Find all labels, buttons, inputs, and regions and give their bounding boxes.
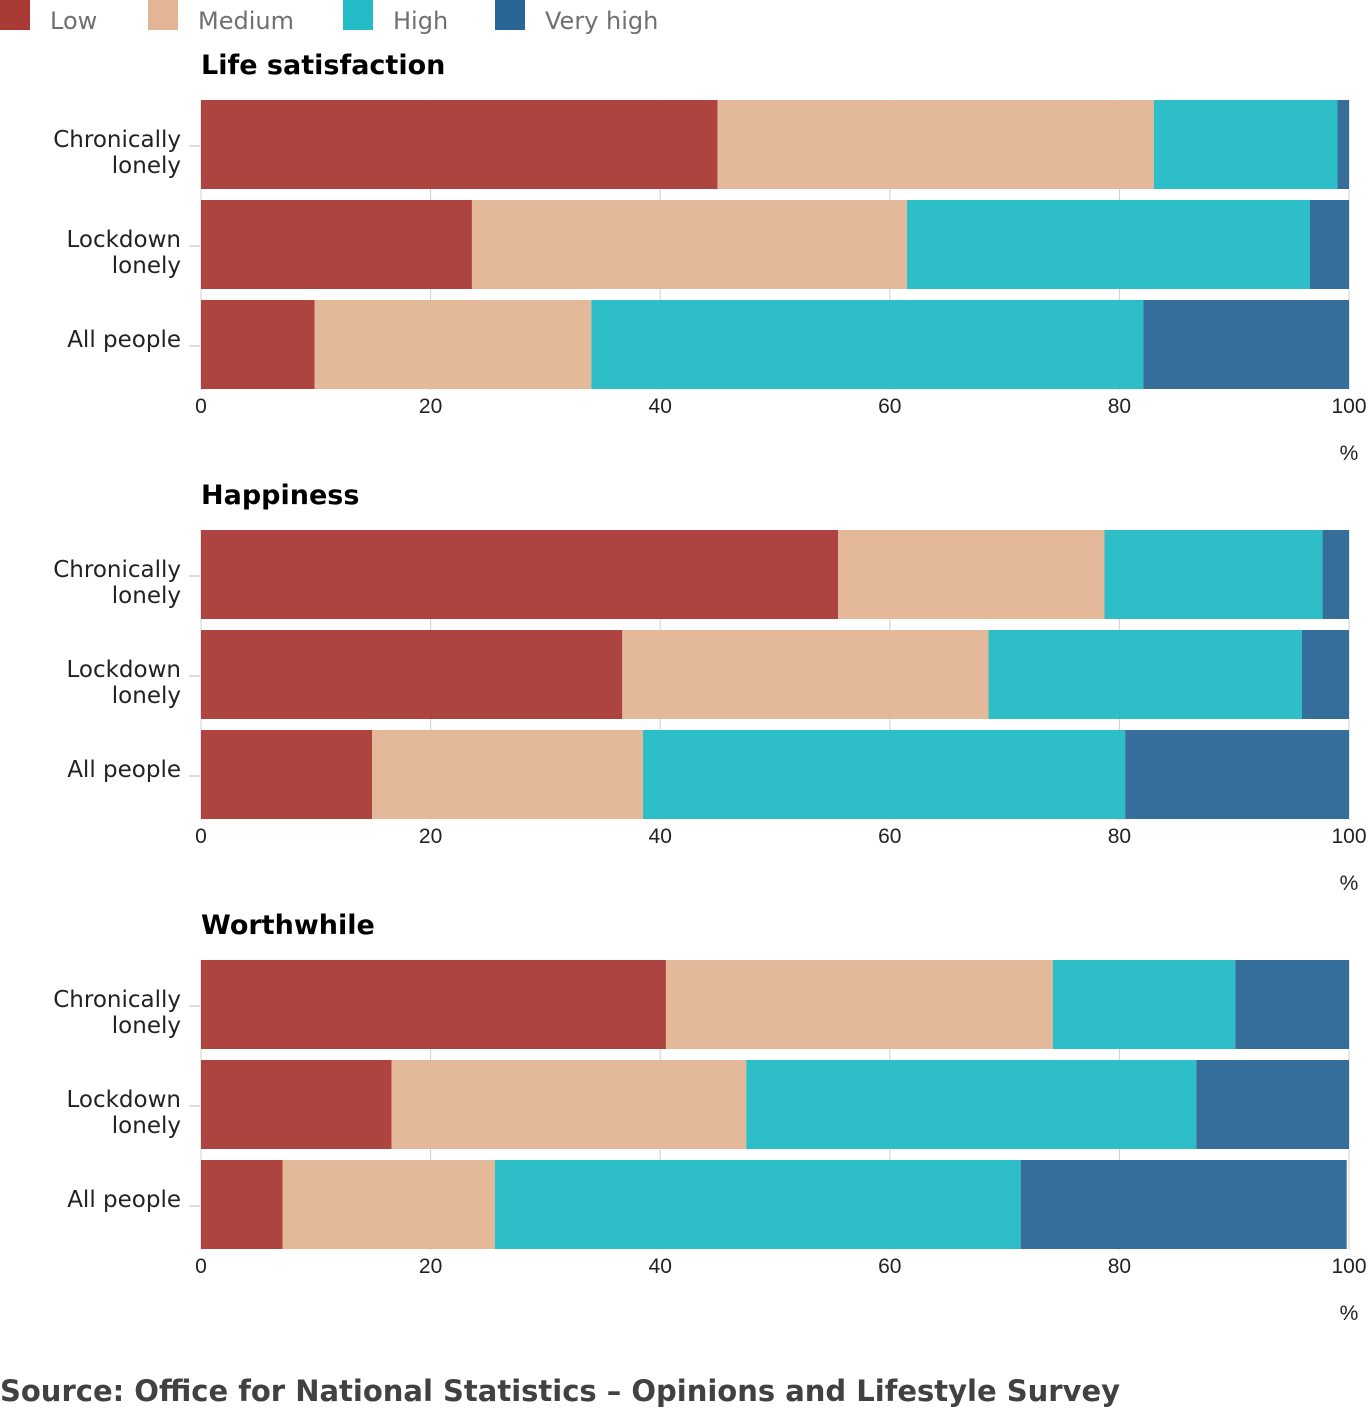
bar-segment-very-high xyxy=(1322,530,1349,619)
bar-segment-high xyxy=(746,1060,1197,1149)
bar-row-chronically-lonely: Chronically lonely xyxy=(53,960,1349,1049)
bar-segment-low xyxy=(201,1060,392,1149)
bar-segment-medium xyxy=(314,300,592,389)
legend-label-high: High xyxy=(393,7,449,35)
bar-segment-very-high xyxy=(1125,730,1349,819)
legend-swatch-low xyxy=(0,0,30,30)
legend-swatch-medium xyxy=(148,0,178,30)
legend-label-low: Low xyxy=(50,7,98,35)
bar-segment-medium xyxy=(665,960,1053,1049)
bar-segment-low xyxy=(201,300,315,389)
bar-segment-very-high xyxy=(1020,1160,1347,1249)
x-unit-label: % xyxy=(1340,1302,1359,1325)
y-category-label: Lockdown lonely xyxy=(66,657,181,709)
bar-segment-low xyxy=(201,200,472,289)
y-category-label: Lockdown lonely xyxy=(66,227,181,279)
legend: Low Medium High Very high xyxy=(0,0,1369,42)
x-tick-label: 100 xyxy=(1331,395,1366,418)
source-note: Source: Office for National Statistics –… xyxy=(0,1374,1121,1408)
bar-segment-high xyxy=(642,730,1126,819)
x-tick-label: 100 xyxy=(1331,1255,1366,1278)
bar-row-lockdown-lonely: Lockdown lonely xyxy=(66,1060,1349,1149)
x-tick-label: 0 xyxy=(195,825,207,848)
x-tick-label: 0 xyxy=(195,1255,207,1278)
x-tick-label: 60 xyxy=(878,825,901,848)
bar-segment-medium xyxy=(471,200,908,289)
legend-label-very-high: Very high xyxy=(545,7,659,35)
chart-worthwhile: Worthwhile 0 20 40 60 80 100% Chronically lonely… xyxy=(53,910,1366,1325)
bar-segment-very-high xyxy=(1235,960,1349,1049)
legend-label-medium: Medium xyxy=(198,7,294,35)
y-category-label: Chronically lonely xyxy=(53,127,181,179)
y-category-label: Chronically lonely xyxy=(53,987,181,1039)
bar-row-all-people: All people xyxy=(67,300,1349,389)
x-tick-label: 60 xyxy=(878,395,901,418)
x-tick-label: 40 xyxy=(649,1255,672,1278)
bar-segment-high xyxy=(591,300,1144,389)
bar-segment-very-high xyxy=(1301,630,1349,719)
bar-segment-medium xyxy=(838,530,1105,619)
y-category-label: All people xyxy=(67,757,181,783)
bar-segment-high xyxy=(1104,530,1323,619)
bar-row-lockdown-lonely: Lockdown lonely xyxy=(66,630,1349,719)
chart-title: Worthwhile xyxy=(201,910,375,941)
bar-row-all-people: All people xyxy=(67,730,1349,819)
y-category-label: Chronically lonely xyxy=(53,557,181,609)
x-tick-label: 100 xyxy=(1331,825,1366,848)
bar-segment-high xyxy=(1153,100,1338,189)
bar-segment-medium xyxy=(391,1060,747,1149)
bar-row-chronically-lonely: Chronically lonely xyxy=(53,530,1349,619)
bar-segment-low xyxy=(201,730,373,819)
bar-segment-very-high xyxy=(1196,1060,1349,1149)
x-tick-label: 20 xyxy=(419,1255,442,1278)
bar-segment-very-high xyxy=(1143,300,1349,389)
chart-title: Happiness xyxy=(201,480,359,511)
bar-segment-high xyxy=(1052,960,1236,1049)
legend-swatch-high xyxy=(343,0,373,30)
x-tick-label: 60 xyxy=(878,1255,901,1278)
x-tick-label: 20 xyxy=(419,825,442,848)
bar-segment-medium xyxy=(372,730,643,819)
bar-segment-medium xyxy=(717,100,1154,189)
bar-segment-low xyxy=(201,100,718,189)
bar-segment-medium xyxy=(622,630,989,719)
bar-row-chronically-lonely: Chronically lonely xyxy=(53,100,1349,189)
bar-segment-low xyxy=(201,1160,283,1249)
legend-swatch-very-high xyxy=(495,0,525,30)
y-category-label: All people xyxy=(67,1187,181,1213)
bar-segment-low xyxy=(201,960,666,1049)
x-tick-label: 0 xyxy=(195,395,207,418)
bar-segment-low xyxy=(201,530,839,619)
chart-happiness: Happiness 0 20 40 60 80 100% Chronically lonely L… xyxy=(53,480,1366,895)
bar-segment-high xyxy=(988,630,1302,719)
y-category-label: All people xyxy=(67,327,181,353)
x-tick-label: 40 xyxy=(649,825,672,848)
bar-row-all-people: All people xyxy=(67,1160,1347,1249)
bar-segment-very-high xyxy=(1337,100,1349,189)
x-tick-label: 20 xyxy=(419,395,442,418)
x-tick-label: 80 xyxy=(1108,825,1131,848)
x-unit-label: % xyxy=(1340,442,1359,465)
x-tick-label: 40 xyxy=(649,395,672,418)
x-tick-label: 80 xyxy=(1108,1255,1131,1278)
bar-segment-very-high xyxy=(1309,200,1349,289)
bar-row-lockdown-lonely: Lockdown lonely xyxy=(66,200,1349,289)
x-tick-label: 80 xyxy=(1108,395,1131,418)
bar-segment-high xyxy=(494,1160,1021,1249)
bar-segment-medium xyxy=(282,1160,495,1249)
x-unit-label: % xyxy=(1340,872,1359,895)
chart-life-satisfaction: Life satisfaction 0 20 40 60 80 100% Chronicall… xyxy=(53,50,1366,465)
y-category-label: Lockdown lonely xyxy=(66,1087,181,1139)
chart-title: Life satisfaction xyxy=(201,50,445,81)
bar-segment-high xyxy=(907,200,1310,289)
bar-segment-low xyxy=(201,630,623,719)
stacked-bar-charts: Life satisfaction 0 20 40 60 80 100% Chronicall… xyxy=(53,50,1366,1325)
